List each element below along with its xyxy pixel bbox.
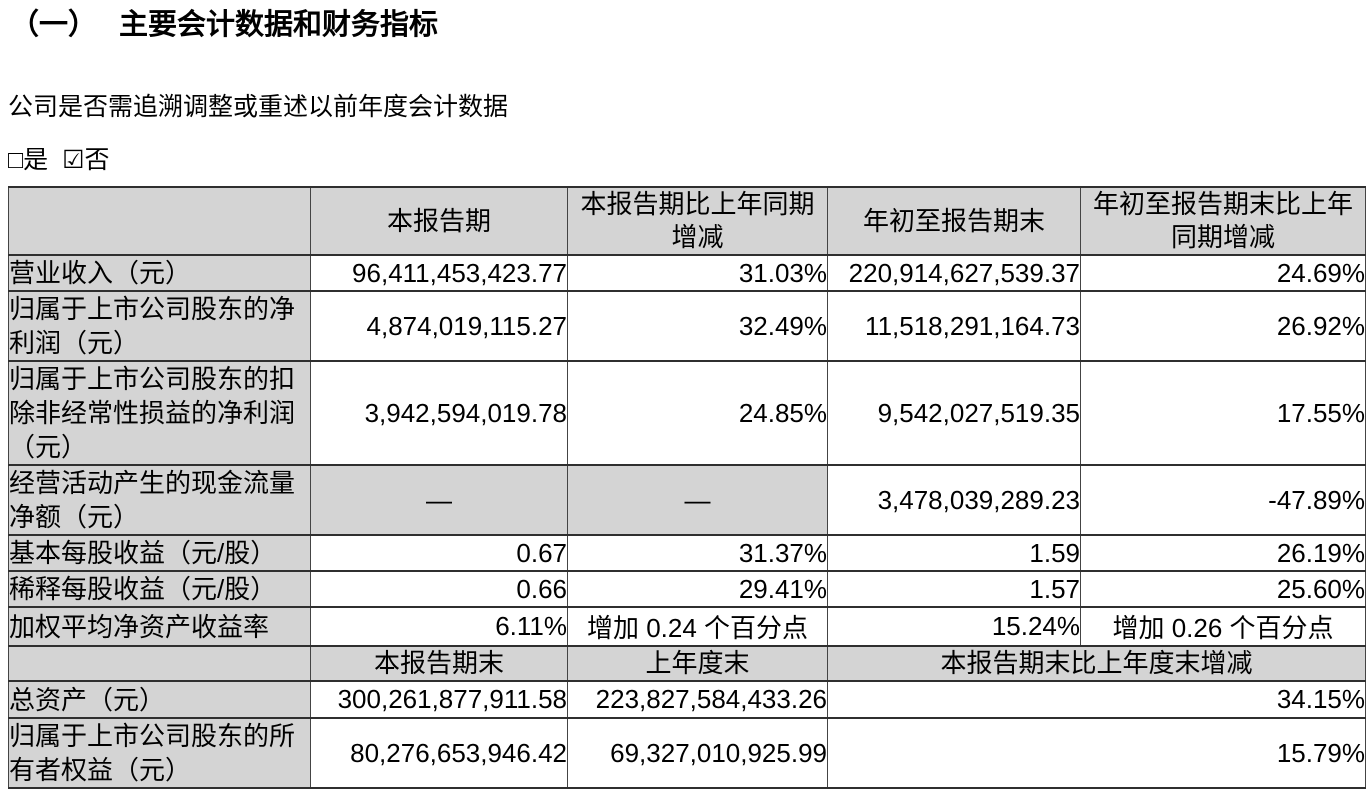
deducted-profit-ytd-yoy: 17.55% bbox=[1080, 360, 1366, 466]
row-net-profit-deducted: 归属于上市公司股东的扣除非经常性损益的净利润（元） 3,942,594,019.… bbox=[8, 360, 1366, 466]
total-assets-end-of-period: 300,261,877,911.58 bbox=[310, 680, 568, 719]
basic-eps-ytd-yoy: 26.19% bbox=[1080, 534, 1366, 572]
cash-flow-ytd: 3,478,039,289.23 bbox=[827, 464, 1081, 536]
deducted-profit-ytd: 9,542,027,519.35 bbox=[827, 360, 1081, 466]
cash-flow-current-dash: — bbox=[310, 464, 568, 536]
revenue-yoy: 31.03% bbox=[567, 254, 828, 292]
roe-yoy-change-note: 增加 0.24 个百分点 bbox=[567, 606, 828, 647]
section-title: 主要会计数据和财务指标 bbox=[119, 9, 439, 41]
subheader-change-vs-last-year-end: 本报告期末比上年度末增减 bbox=[827, 645, 1366, 682]
row-operating-revenue: 营业收入（元） 96,411,453,423.77 31.03% 220,914… bbox=[8, 254, 1366, 292]
row-label: 营业收入（元） bbox=[8, 254, 311, 292]
owners-equity-change: 15.79% bbox=[827, 717, 1366, 789]
row-label: 归属于上市公司股东的扣除非经常性损益的净利润（元） bbox=[8, 360, 311, 466]
key-financials-table: 本报告期 本报告期比上年同期增减 年初至报告期末 年初至报告期末比上年同期增减 … bbox=[8, 186, 1366, 789]
header-year-to-date: 年初至报告期末 bbox=[827, 186, 1081, 256]
header-current-period-yoy-change: 本报告期比上年同期增减 bbox=[567, 186, 828, 256]
subheader-end-of-period: 本报告期末 bbox=[310, 645, 568, 682]
owners-equity-end-of-period: 80,276,653,946.42 bbox=[310, 717, 568, 789]
net-profit-ytd: 11,518,291,164.73 bbox=[827, 290, 1081, 362]
row-label: 归属于上市公司股东的净利润（元） bbox=[8, 290, 311, 362]
total-assets-change: 34.15% bbox=[827, 680, 1366, 719]
row-net-profit: 归属于上市公司股东的净利润（元） 4,874,019,115.27 32.49%… bbox=[8, 290, 1366, 362]
row-label: 基本每股收益（元/股） bbox=[8, 534, 311, 572]
total-assets-end-of-last-year: 223,827,584,433.26 bbox=[567, 680, 828, 719]
deducted-profit-current: 3,942,594,019.78 bbox=[310, 360, 568, 466]
row-label: 稀释每股收益（元/股） bbox=[8, 570, 311, 608]
row-owners-equity: 归属于上市公司股东的所有者权益（元） 80,276,653,946.42 69,… bbox=[8, 717, 1366, 789]
revenue-current: 96,411,453,423.77 bbox=[310, 254, 568, 292]
deducted-profit-yoy: 24.85% bbox=[567, 360, 828, 466]
row-diluted-eps: 稀释每股收益（元/股） 0.66 29.41% 1.57 25.60% bbox=[8, 570, 1366, 608]
basic-eps-ytd: 1.59 bbox=[827, 534, 1081, 572]
table-subheader-row: 本报告期末 上年度末 本报告期末比上年度末增减 bbox=[8, 645, 1366, 682]
restatement-question: 公司是否需追溯调整或重述以前年度会计数据 bbox=[8, 93, 509, 121]
header-empty bbox=[8, 186, 311, 256]
section-number: （一） bbox=[10, 9, 98, 41]
row-label: 经营活动产生的现金流量净额（元） bbox=[8, 464, 311, 536]
net-profit-ytd-yoy: 26.92% bbox=[1080, 290, 1366, 362]
basic-eps-yoy: 31.37% bbox=[567, 534, 828, 572]
roe-ytd: 15.24% bbox=[827, 606, 1081, 647]
basic-eps-current: 0.67 bbox=[310, 534, 568, 572]
restatement-options: □是 ☑否 bbox=[8, 145, 1372, 176]
row-weighted-avg-roe: 加权平均净资产收益率 6.11% 增加 0.24 个百分点 15.24% 增加 … bbox=[8, 606, 1366, 647]
revenue-ytd-yoy: 24.69% bbox=[1080, 254, 1366, 292]
diluted-eps-current: 0.66 bbox=[310, 570, 568, 608]
cash-flow-yoy-dash: — bbox=[567, 464, 828, 536]
row-operating-cash-flow: 经营活动产生的现金流量净额（元） — — 3,478,039,289.23 -4… bbox=[8, 464, 1366, 536]
roe-ytd-change-note: 增加 0.26 个百分点 bbox=[1080, 606, 1366, 647]
row-label: 归属于上市公司股东的所有者权益（元） bbox=[8, 717, 311, 789]
row-label: 加权平均净资产收益率 bbox=[8, 606, 311, 647]
header-current-period: 本报告期 bbox=[310, 186, 568, 256]
table-header-row: 本报告期 本报告期比上年同期增减 年初至报告期末 年初至报告期末比上年同期增减 bbox=[8, 186, 1366, 256]
net-profit-yoy: 32.49% bbox=[567, 290, 828, 362]
row-basic-eps: 基本每股收益（元/股） 0.67 31.37% 1.59 26.19% bbox=[8, 534, 1366, 572]
row-total-assets: 总资产（元） 300,261,877,911.58 223,827,584,43… bbox=[8, 680, 1366, 719]
diluted-eps-ytd: 1.57 bbox=[827, 570, 1081, 608]
diluted-eps-ytd-yoy: 25.60% bbox=[1080, 570, 1366, 608]
subheader-empty bbox=[8, 645, 311, 682]
checkbox-yes: □是 bbox=[8, 146, 49, 174]
diluted-eps-yoy: 29.41% bbox=[567, 570, 828, 608]
header-year-to-date-yoy-change: 年初至报告期末比上年同期增减 bbox=[1080, 186, 1366, 256]
owners-equity-end-of-last-year: 69,327,010,925.99 bbox=[567, 717, 828, 789]
checkbox-no: ☑否 bbox=[62, 146, 110, 174]
row-label: 总资产（元） bbox=[8, 680, 311, 719]
section-heading: （一） 主要会计数据和财务指标 bbox=[10, 8, 1372, 42]
roe-current: 6.11% bbox=[310, 606, 568, 647]
cash-flow-ytd-yoy: -47.89% bbox=[1080, 464, 1366, 536]
subheader-end-of-last-year: 上年度末 bbox=[567, 645, 828, 682]
net-profit-current: 4,874,019,115.27 bbox=[310, 290, 568, 362]
revenue-ytd: 220,914,627,539.37 bbox=[827, 254, 1081, 292]
